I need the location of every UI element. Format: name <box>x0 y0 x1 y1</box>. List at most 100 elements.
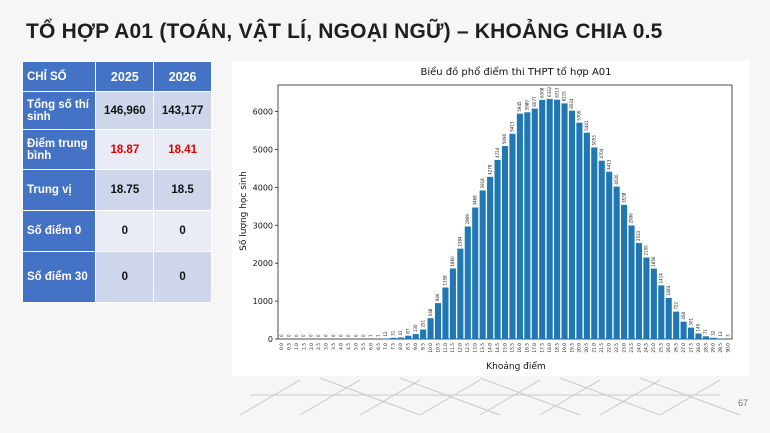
bar <box>650 268 657 339</box>
value-2026: 18.41 <box>153 129 212 170</box>
x-tick-label: 2.5 <box>316 343 322 350</box>
x-tick-label: 16.5 <box>525 343 531 353</box>
bar <box>673 311 680 339</box>
bar <box>613 186 620 339</box>
x-tick-label: 14.0 <box>487 343 493 353</box>
x-tick-label: 25.5 <box>659 343 665 353</box>
x-tick-label: 22.5 <box>614 343 620 353</box>
data-label: 3468 <box>472 195 477 206</box>
x-tick-label: 15.0 <box>502 343 508 353</box>
data-label: 301 <box>688 317 693 325</box>
bar <box>546 98 553 339</box>
x-tick-label: 6.5 <box>376 343 382 350</box>
y-tick-label: 2000 <box>253 259 273 268</box>
x-tick-label: 1.5 <box>301 343 307 350</box>
data-label: 5706 <box>577 110 582 121</box>
data-label: 3 <box>725 334 730 337</box>
data-label: 0 <box>316 334 321 337</box>
x-tick-label: 20.5 <box>584 343 590 353</box>
x-tick-label: 11.0 <box>443 343 449 353</box>
data-label: 1 <box>368 334 373 337</box>
bar <box>695 333 702 339</box>
x-tick-label: 20.0 <box>577 343 583 353</box>
value-2025: 18.75 <box>95 169 155 211</box>
y-tick-label: 3000 <box>253 221 273 230</box>
bar <box>621 204 628 339</box>
y-tick-label: 5000 <box>253 145 273 154</box>
data-label: 1 <box>376 334 381 337</box>
chart-title: Biểu đồ phổ điểm thi THPT tổ hợp A01 <box>420 65 611 78</box>
value-2026: 0 <box>153 210 212 252</box>
x-tick-label: 9.0 <box>413 343 419 350</box>
x-tick-label: 8.5 <box>406 343 412 350</box>
value-2025: 0 <box>95 210 155 252</box>
x-tick-label: 16.0 <box>517 343 523 353</box>
bar <box>680 321 687 339</box>
bar <box>479 190 486 339</box>
bar <box>509 133 516 339</box>
bar <box>688 327 695 339</box>
x-tick-label: 15.5 <box>510 343 516 353</box>
y-axis-label: Số lượng học sinh <box>238 171 249 251</box>
header-indicator: CHỈ SỐ <box>21 61 97 92</box>
data-label: 6308 <box>539 87 544 98</box>
data-label: 0 <box>353 334 358 337</box>
data-label: 6024 <box>569 98 574 109</box>
data-label: 0 <box>338 334 343 337</box>
table-row-score-zero: Số điểm 0 0 0 <box>21 210 212 252</box>
x-tick-label: 7.5 <box>391 343 397 350</box>
x-axis-label: Khoảng điểm <box>486 361 545 372</box>
x-tick-label: 11.5 <box>450 343 456 353</box>
row-label: Trung vị <box>21 169 97 211</box>
x-tick-label: 5.0 <box>353 343 359 350</box>
x-tick-label: 10.0 <box>428 343 434 353</box>
data-label: 2996 <box>629 213 634 224</box>
data-label: 2533 <box>636 230 641 241</box>
bar <box>412 334 419 339</box>
x-tick-label: 4.5 <box>346 343 352 350</box>
x-tick-label: 23.5 <box>629 343 635 353</box>
x-tick-label: 12.0 <box>458 343 464 353</box>
bar <box>524 112 531 339</box>
chart-svg: Biểu đồ phổ điểm thi THPT tổ hợp A01 Kho… <box>238 65 733 372</box>
y-tick-label: 1000 <box>253 297 273 306</box>
bar <box>390 337 397 339</box>
data-label: 5090 <box>502 133 507 144</box>
value-2026: 143,177 <box>153 91 212 130</box>
x-tick-label: 14.5 <box>495 343 501 353</box>
table-row-score-thirty: Số điểm 30 0 0 <box>21 251 212 303</box>
x-tick-label: 27.0 <box>681 343 687 353</box>
bar <box>583 132 590 339</box>
bar <box>539 99 546 339</box>
data-label: 31 <box>391 330 396 336</box>
y-tick-label: 6000 <box>253 108 273 117</box>
data-label: 0 <box>331 334 336 337</box>
x-tick-label: 28.5 <box>703 343 709 353</box>
data-label: 946 <box>435 293 440 301</box>
x-tick-label: 2.0 <box>309 343 315 350</box>
data-label: 12 <box>383 331 388 337</box>
data-label: 5980 <box>525 100 530 111</box>
data-label: 548 <box>428 308 433 316</box>
bar <box>606 171 613 339</box>
data-label: 0 <box>294 334 299 337</box>
data-label: 3918 <box>480 178 485 189</box>
x-tick-label: 7.0 <box>383 343 389 350</box>
y-tick-label: 0 <box>268 335 273 344</box>
x-tick-label: 18.0 <box>547 343 553 353</box>
bar <box>643 257 650 339</box>
value-2026: 18.5 <box>153 169 212 211</box>
data-label: 4704 <box>599 148 604 159</box>
x-tick-label: 23.0 <box>621 343 627 353</box>
data-label: 251 <box>420 319 425 327</box>
data-label: 1860 <box>450 256 455 267</box>
table-row-median: Trung vị 18.75 18.5 <box>21 169 212 211</box>
plot-area: 010002000300040005000600000.000.501.001.… <box>253 84 733 353</box>
data-label: 6332 <box>547 86 552 97</box>
x-tick-label: 21.5 <box>599 343 605 353</box>
bar <box>472 207 479 339</box>
bar <box>434 303 442 339</box>
bar <box>710 337 717 339</box>
data-label: 4413 <box>606 159 611 170</box>
bar <box>531 108 538 339</box>
